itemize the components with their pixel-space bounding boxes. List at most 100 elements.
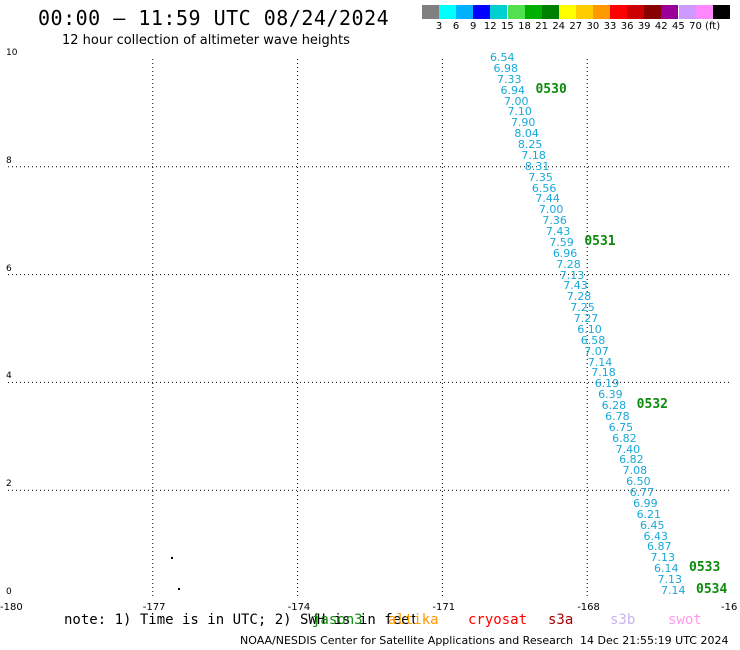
colorbar-swatch [439,5,457,19]
wave-height-value: 7.00 [503,94,529,108]
wave-height-value: 6.96 [552,246,578,260]
wave-height-value: 7.14 [587,355,613,369]
wave-height-value: 7.43 [563,279,588,293]
colorbar-swatch [593,5,610,19]
wave-height-value: 7.33 [496,72,522,86]
wave-height-value: 7.14 [661,584,686,597]
colorbar-swatch [712,5,730,19]
colorbar-swatch [575,5,593,19]
x-tick-label: -177 [142,602,166,613]
land-dot [171,557,173,559]
colorbar-swatch [456,5,474,19]
time-label: 0534 [696,582,728,597]
wave-height-value: 7.59 [549,235,574,249]
colorbar-swatch [524,5,542,19]
satellite-label-altika: altika [388,612,439,628]
wave-height-value: 6.78 [605,409,630,423]
y-tick-label: 10 [6,48,18,58]
colorbar-label: 12 [483,21,497,32]
wave-height-value: 7.00 [538,203,564,217]
wave-height-value: 6.99 [633,496,658,510]
satellite-label-jason3: jason3 [312,612,363,628]
satellite-label-cryosat: cryosat [468,612,528,628]
wave-height-value: 6.82 [612,431,637,445]
wave-height-value: 6.75 [608,420,634,434]
wave-height-value: 7.28 [566,290,592,304]
colorbar-swatch [610,5,628,19]
wave-height-value: 6.98 [493,61,518,75]
colorbar-swatch [661,5,679,19]
wave-height-value: 6.19 [594,377,620,391]
wave-height-value: 7.36 [542,214,567,228]
wave-height-value: 6.58 [580,333,606,347]
colorbar-label: 9 [470,21,477,32]
x-tick-label: -16 [721,602,738,613]
satellite-label-s3b: s3b [610,612,636,628]
colorbar-label: 36 [620,21,634,32]
colorbar-label: 39 [637,21,651,32]
wave-height-value: 7.40 [615,442,641,456]
wave-height-value: 6.56 [531,181,557,195]
footer-timestamp: 14 Dec 21:55:19 UTC 2024 [580,634,729,647]
wave-height-value: 6.50 [626,475,651,489]
colorbar-swatch [507,5,525,19]
colorbar-swatch [644,5,662,19]
x-tick-label: -171 [432,602,456,613]
colorbar-swatch [490,5,508,19]
note-text: note: 1) Time is in UTC; 2) SWH is in fe… [64,612,419,628]
wave-height-value: 7.44 [535,192,560,206]
y-tick-label: 4 [6,371,12,382]
colorbar-label: 70 [689,21,702,32]
page-subtitle: 12 hour collection of altimeter wave hei… [62,33,350,48]
colorbar-label: 27 [569,21,583,32]
x-tick-label: -180 [0,602,23,613]
land-dot [178,588,180,590]
wave-height-value: 7.10 [507,105,532,119]
wave-height-value: 6.87 [647,540,672,554]
y-tick-label: 6 [6,263,12,274]
time-label: 0530 [535,81,567,97]
colorbar-label: 6 [452,21,460,32]
wave-height-value: 7.13 [650,551,676,565]
colorbar-label: 15 [501,21,514,32]
colorbar-label: 33 [603,21,617,32]
wave-height-value: 7.18 [591,366,616,380]
wave-height-value: 7.13 [559,268,585,282]
wave-height-value: 6.14 [654,562,679,576]
wave-height-value: 7.90 [510,116,536,130]
colorbar-swatch [473,5,491,19]
colorbar-swatch [422,5,439,19]
wave-height-value: 6.28 [601,399,627,413]
y-tick-label: 8 [6,155,12,166]
colorbar-label: 30 [586,21,600,32]
colorbar-label: 3 [435,21,443,32]
colorbar-swatch [695,5,713,19]
page-title: 00:00 – 11:59 UTC 08/24/2024 [38,6,390,30]
wave-height-value: 6.77 [629,486,655,500]
colorbar-swatch [627,5,645,19]
colorbar-label: 18 [518,21,531,32]
colorbar-label: (ft) [705,21,721,32]
colorbar-label: 42 [654,21,668,32]
wave-height-value: 6.45 [640,518,665,532]
wave-height-value: 6.10 [577,322,602,336]
wave-height-value: 7.25 [570,301,595,315]
x-tick-label: -174 [287,602,311,613]
colorbar-label: 45 [672,21,685,32]
wave-height-value: 7.18 [521,148,546,162]
colorbar-swatch [678,5,696,19]
wave-height-value: 7.08 [622,464,648,478]
wave-height-value: 6.43 [643,529,669,543]
colorbar-label: 21 [535,21,548,32]
wave-height-value: 7.27 [573,312,599,326]
wave-height-value: 8.04 [514,127,539,141]
wave-height-value: 8.31 [524,159,550,173]
colorbar-swatch [541,5,559,19]
wave-height-value: 7.07 [584,344,609,358]
wave-height-value: 7.35 [528,170,553,184]
time-label: 0533 [689,560,721,576]
wave-height-value: 6.54 [490,51,515,64]
time-label: 0531 [584,233,616,249]
